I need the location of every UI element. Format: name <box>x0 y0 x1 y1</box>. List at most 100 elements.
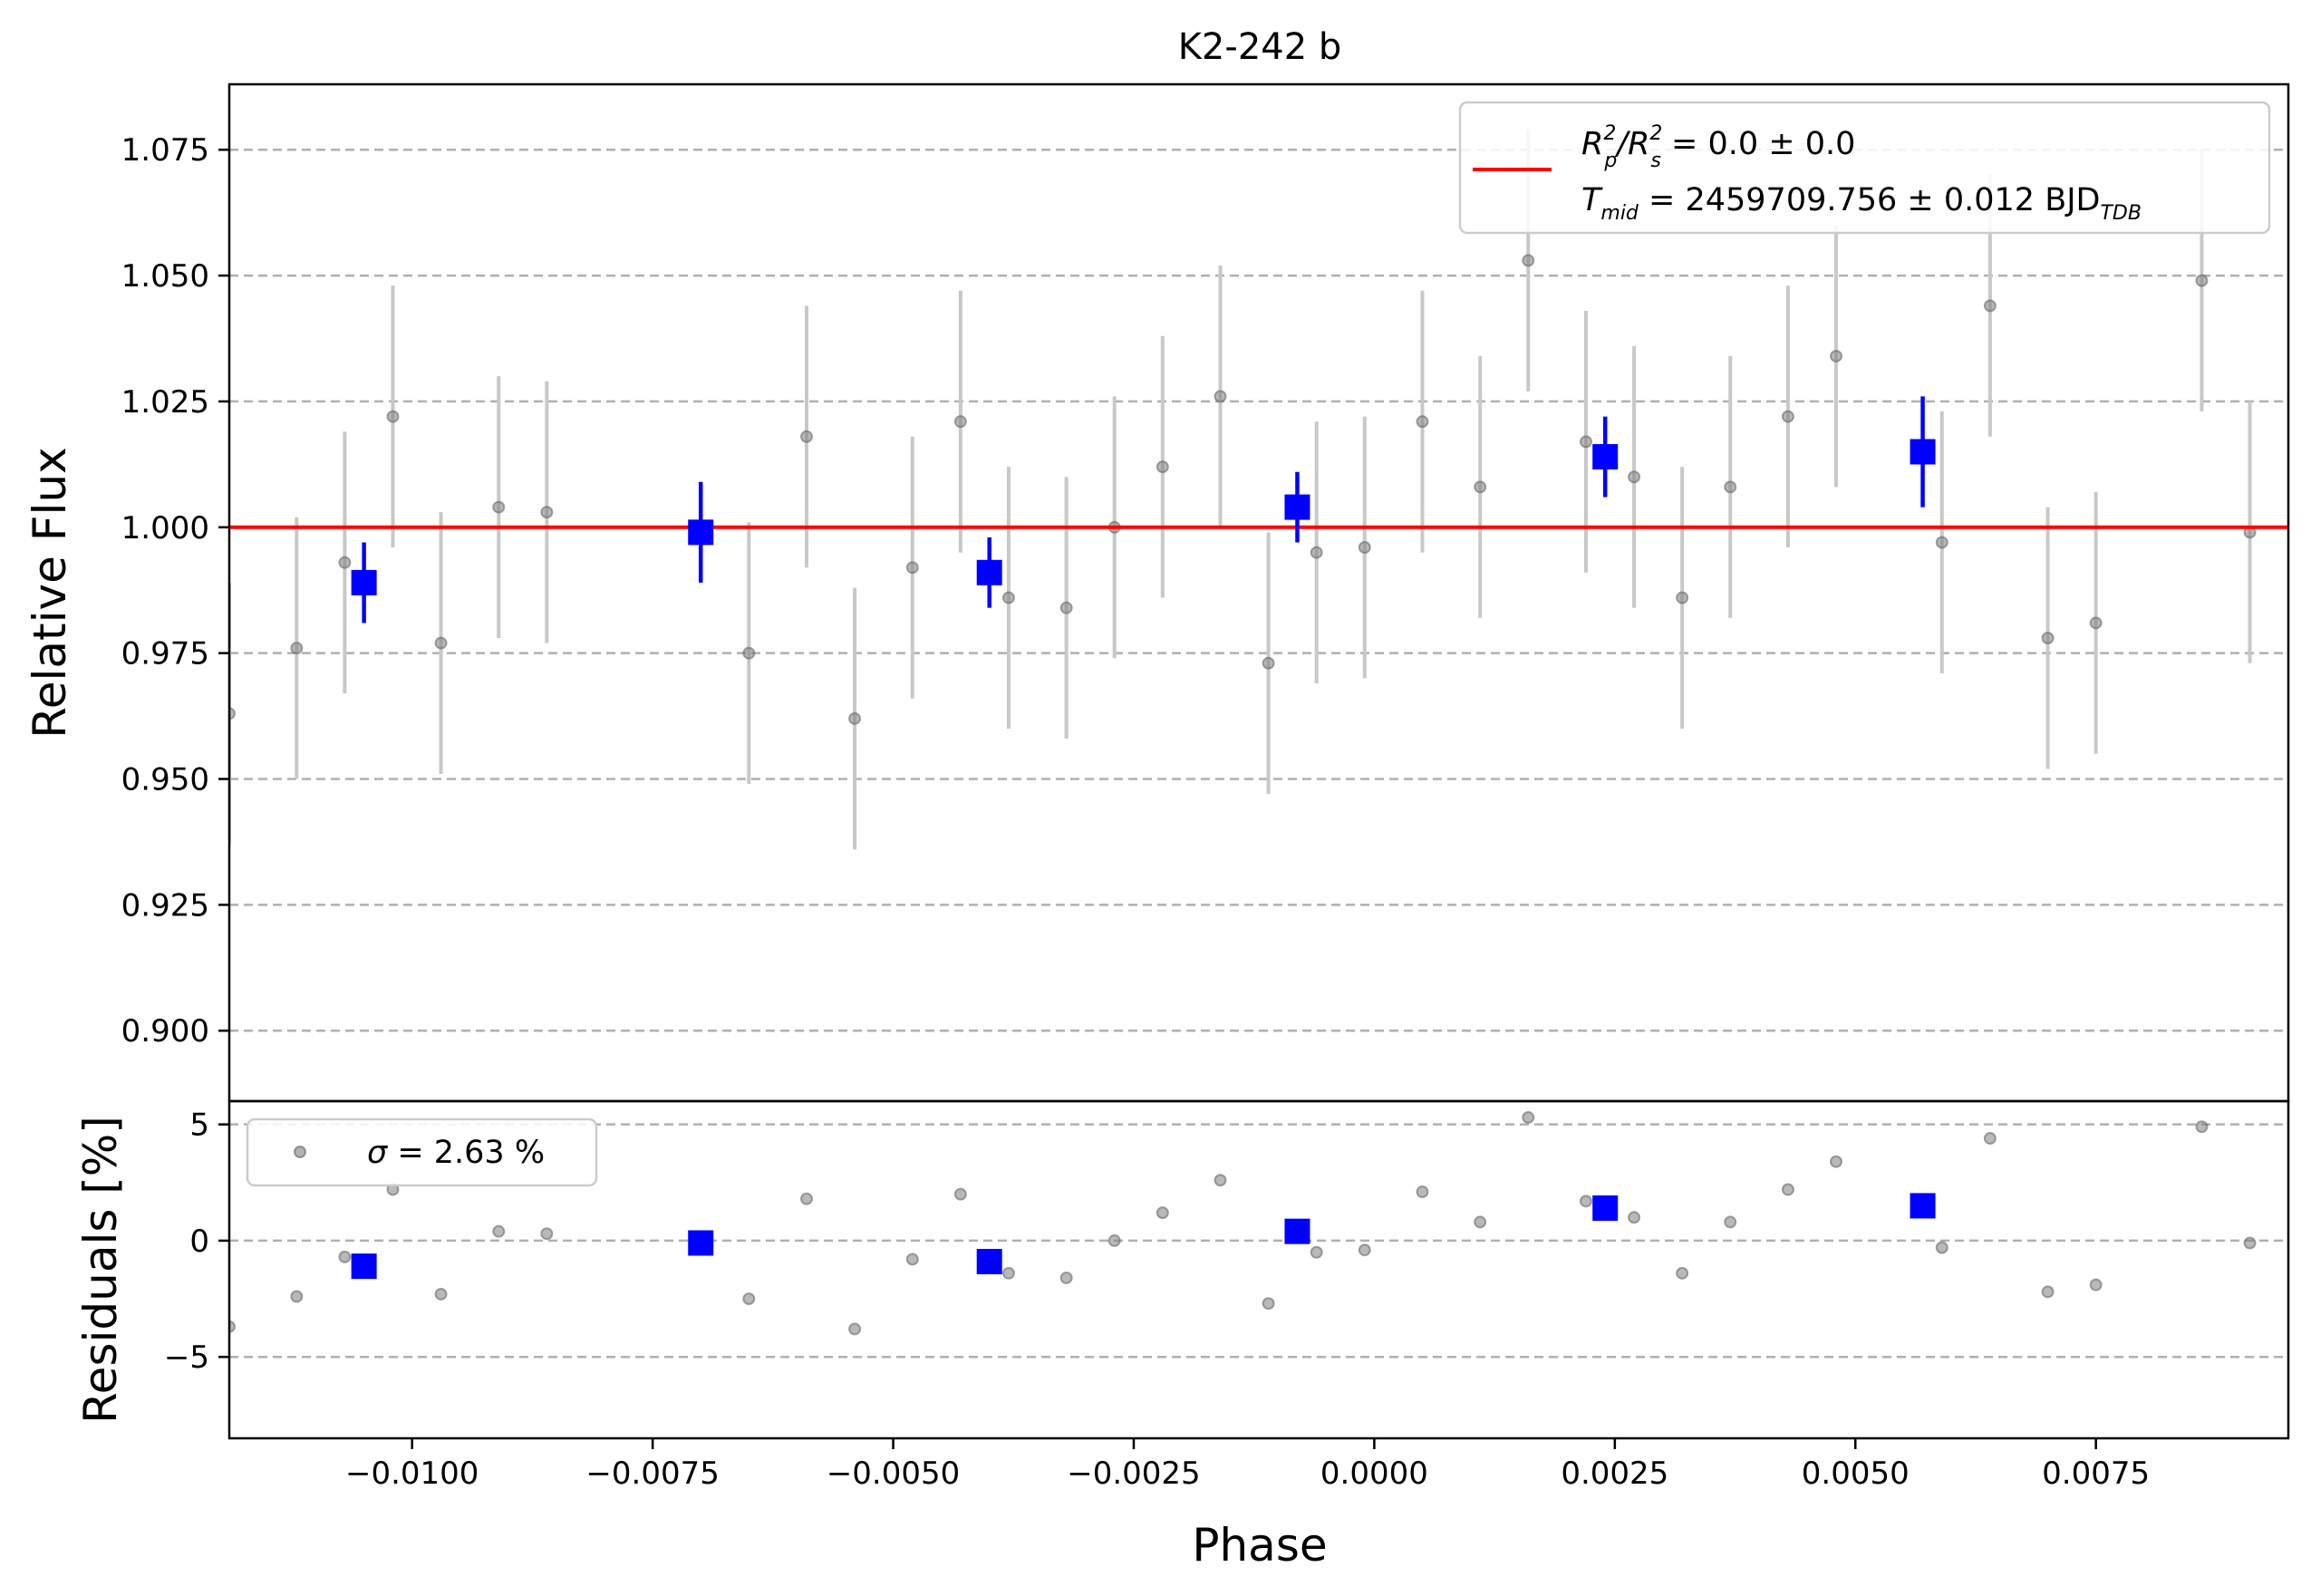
residual-point-13 <box>1059 1271 1073 1284</box>
raw-point-29 <box>1935 536 1948 549</box>
raw-point-28 <box>1830 349 1843 363</box>
residual-point-9 <box>848 1322 862 1336</box>
residual-point-31 <box>2041 1285 2055 1299</box>
raw-point-33 <box>2195 274 2209 287</box>
x-axis-label: Phase <box>1192 1519 1327 1572</box>
raw-point-32 <box>2089 616 2103 630</box>
bottom-legend: σ = 2.63 % <box>246 1117 598 1187</box>
legend-tmid-label: Tmid = 2459709.756 ± 0.012 BJDTDB <box>1581 182 2142 225</box>
residual-point-22 <box>1522 1110 1535 1124</box>
residual-point-28 <box>1830 1155 1843 1168</box>
binned-residual-1 <box>688 1230 714 1256</box>
raw-point-27 <box>1781 410 1794 423</box>
residual-point-5 <box>492 1224 506 1238</box>
binned-point-4 <box>1592 444 1619 470</box>
residual-point-26 <box>1724 1215 1737 1229</box>
residual-point-29 <box>1935 1241 1948 1254</box>
residual-point-19 <box>1358 1243 1371 1257</box>
top-ytick-label-0: 0.900 <box>121 1013 209 1049</box>
raw-point-17 <box>1262 656 1275 670</box>
raw-point-10 <box>905 561 919 575</box>
x-axis: −0.0100 −0.0075 −0.0050 −0.0025 0.0000 0.0025… <box>345 1438 2150 1492</box>
top-binned-points <box>351 396 1936 624</box>
xtick-label-4: 0.0000 <box>1320 1456 1428 1492</box>
residual-point-30 <box>1983 1132 1997 1146</box>
raw-point-16 <box>1214 390 1227 403</box>
binned-residual-0 <box>351 1253 377 1280</box>
residual-point-7 <box>742 1292 756 1306</box>
legend-sigma-label: σ = 2.63 % <box>367 1135 545 1171</box>
raw-point-22 <box>1522 254 1535 267</box>
residual-point-16 <box>1214 1174 1227 1187</box>
bottom-legend-box <box>246 1117 598 1187</box>
residual-point-4 <box>434 1287 448 1301</box>
raw-point-19 <box>1358 541 1371 555</box>
xtick-label-3: −0.0025 <box>1067 1456 1200 1492</box>
residual-point-18 <box>1310 1245 1323 1259</box>
binned-residual-4 <box>1592 1195 1619 1222</box>
raw-point-5 <box>492 500 506 514</box>
top-ytick-label-4: 1.000 <box>121 510 209 547</box>
raw-point-25 <box>1676 591 1689 605</box>
raw-point-11 <box>953 415 967 429</box>
raw-point-7 <box>742 646 756 660</box>
residual-point-24 <box>1628 1211 1641 1224</box>
xtick-label-7: 0.0075 <box>2042 1456 2150 1492</box>
raw-point-21 <box>1474 480 1487 494</box>
raw-point-23 <box>1579 435 1592 449</box>
raw-point-4 <box>434 636 448 650</box>
raw-point-9 <box>848 711 862 725</box>
top-ytick-label-6: 1.050 <box>121 258 209 295</box>
binned-residual-2 <box>976 1249 1002 1275</box>
binned-point-1 <box>688 519 714 546</box>
raw-point-3 <box>386 410 400 423</box>
raw-point-2 <box>338 556 352 569</box>
residual-point-15 <box>1156 1206 1169 1220</box>
residual-point-6 <box>540 1227 554 1241</box>
raw-point-26 <box>1724 480 1737 494</box>
residual-point-1 <box>290 1290 304 1303</box>
binned-residual-5 <box>1910 1193 1936 1219</box>
raw-point-6 <box>540 506 554 519</box>
binned-point-0 <box>351 569 377 595</box>
top-ytick-label-7: 1.075 <box>121 132 209 169</box>
top-ytick-label-3: 0.975 <box>121 636 209 672</box>
residual-point-21 <box>1474 1215 1487 1229</box>
bottom-ytick-label-2: 5 <box>189 1108 209 1144</box>
raw-point-35 <box>2293 920 2304 931</box>
bottom-y-axis: −5 0 5 <box>164 1108 229 1376</box>
residual-point-20 <box>1416 1185 1429 1199</box>
top-ytick-label-2: 0.950 <box>121 762 209 798</box>
raw-point-0 <box>229 707 236 721</box>
residual-point-11 <box>953 1187 967 1201</box>
top-legend-box <box>1458 101 2271 235</box>
residual-point-33 <box>2195 1120 2209 1134</box>
top-panel-frame <box>227 82 2290 1103</box>
top-y-axis-label: Relative Flux <box>24 447 76 738</box>
chart-title: K2-242 b <box>1178 26 1342 68</box>
residual-point-0 <box>229 1320 236 1333</box>
xtick-label-0: −0.0100 <box>345 1456 479 1492</box>
residual-point-12 <box>1001 1266 1015 1280</box>
residual-point-27 <box>1781 1183 1794 1196</box>
legend-residual-marker <box>294 1146 306 1158</box>
residual-point-10 <box>905 1253 919 1266</box>
top-raw-points <box>229 129 2304 931</box>
top-y-axis: 0.900 0.925 0.950 0.975 1.000 1.025 1.050 1.075 <box>121 132 229 1049</box>
residual-point-14 <box>1107 1233 1121 1247</box>
bottom-ytick-label-1: 0 <box>189 1224 209 1260</box>
residual-point-8 <box>800 1192 814 1205</box>
bottom-ytick-label-0: −5 <box>164 1340 209 1376</box>
raw-point-12 <box>1001 591 1015 605</box>
xtick-label-1: −0.0075 <box>585 1456 719 1492</box>
binned-point-5 <box>1910 439 1936 465</box>
top-ytick-label-5: 1.025 <box>121 384 209 421</box>
residual-point-25 <box>1676 1266 1689 1280</box>
binned-point-2 <box>976 559 1002 585</box>
top-gridlines <box>229 148 2288 1032</box>
xtick-label-5: 0.0025 <box>1561 1456 1668 1492</box>
bottom-raw-points <box>229 1110 2257 1336</box>
top-legend: R2 p/R2 s = 0.0 ± 0.0 Tmid = 2459709.756 ±… <box>1458 101 2271 235</box>
top-ytick-label-1: 0.925 <box>121 887 209 924</box>
